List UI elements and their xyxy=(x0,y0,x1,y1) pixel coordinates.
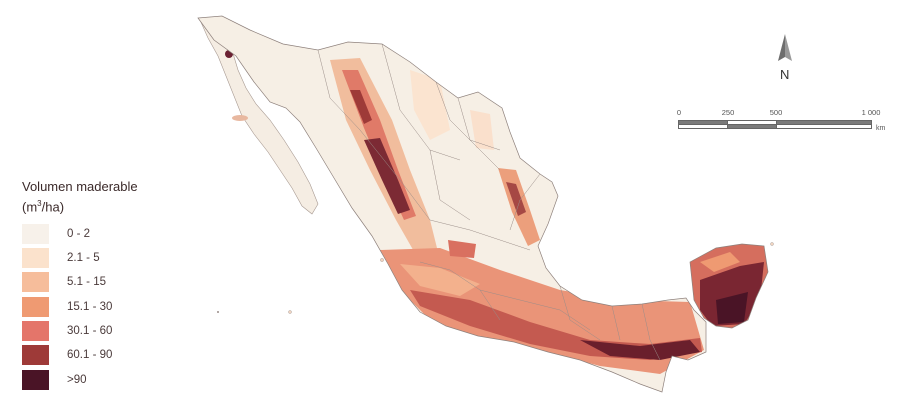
legend-swatch xyxy=(22,223,49,244)
scale-tick: 500 xyxy=(769,108,783,117)
legend-item: >90 xyxy=(22,368,138,392)
legend-label: 2.1 - 5 xyxy=(67,251,100,264)
legend-title-main: Volumen maderable xyxy=(22,179,138,194)
legend-label: 60.1 - 90 xyxy=(67,349,113,362)
scale-tick: 0 xyxy=(676,108,682,117)
legend-item: 60.1 - 90 xyxy=(22,343,138,367)
legend-title-unit-sup: 3 xyxy=(37,199,42,208)
legend-item: 0 - 2 xyxy=(22,221,138,245)
legend-swatch xyxy=(22,272,49,293)
yucatan-volume-raster xyxy=(690,244,768,328)
scale-tick: 250 xyxy=(721,108,735,117)
mainland-volume-raster xyxy=(198,16,706,392)
legend: Volumen maderable (m3/ha) 0 - 2 2.1 - 5 … xyxy=(22,178,138,392)
legend-title-unit-close: /ha) xyxy=(41,199,65,215)
legend-label: 15.1 - 30 xyxy=(67,300,113,313)
legend-swatch xyxy=(22,247,49,268)
legend-label: >90 xyxy=(67,373,87,386)
north-arrow-icon xyxy=(778,34,792,61)
legend-item: 30.1 - 60 xyxy=(22,319,138,343)
legend-title: Volumen maderable (m3/ha) xyxy=(22,178,138,215)
legend-item: 15.1 - 30 xyxy=(22,295,138,319)
scale-unit: km xyxy=(876,125,886,132)
scale-segment xyxy=(678,124,728,129)
scale-segment xyxy=(776,124,872,129)
scale-tick: 1 000 xyxy=(861,108,881,117)
north-letter: N xyxy=(780,67,790,82)
state-boundaries xyxy=(317,43,661,361)
legend-swatch xyxy=(22,296,49,317)
legend-swatch xyxy=(22,369,49,390)
legend-swatch xyxy=(22,345,49,366)
legend-label: 30.1 - 60 xyxy=(67,325,113,338)
legend-item: 5.1 - 15 xyxy=(22,270,138,294)
baja-california xyxy=(199,17,319,215)
scale-segment xyxy=(727,124,777,129)
legend-swatch xyxy=(22,321,49,342)
legend-item: 2.1 - 5 xyxy=(22,246,138,270)
north-arrow: N xyxy=(772,33,798,83)
scale-bar: 0 250 500 1 000 km xyxy=(676,108,893,138)
legend-label: 0 - 2 xyxy=(67,227,91,240)
legend-title-unit-open: (m xyxy=(22,199,38,215)
legend-label: 5.1 - 15 xyxy=(67,276,106,289)
